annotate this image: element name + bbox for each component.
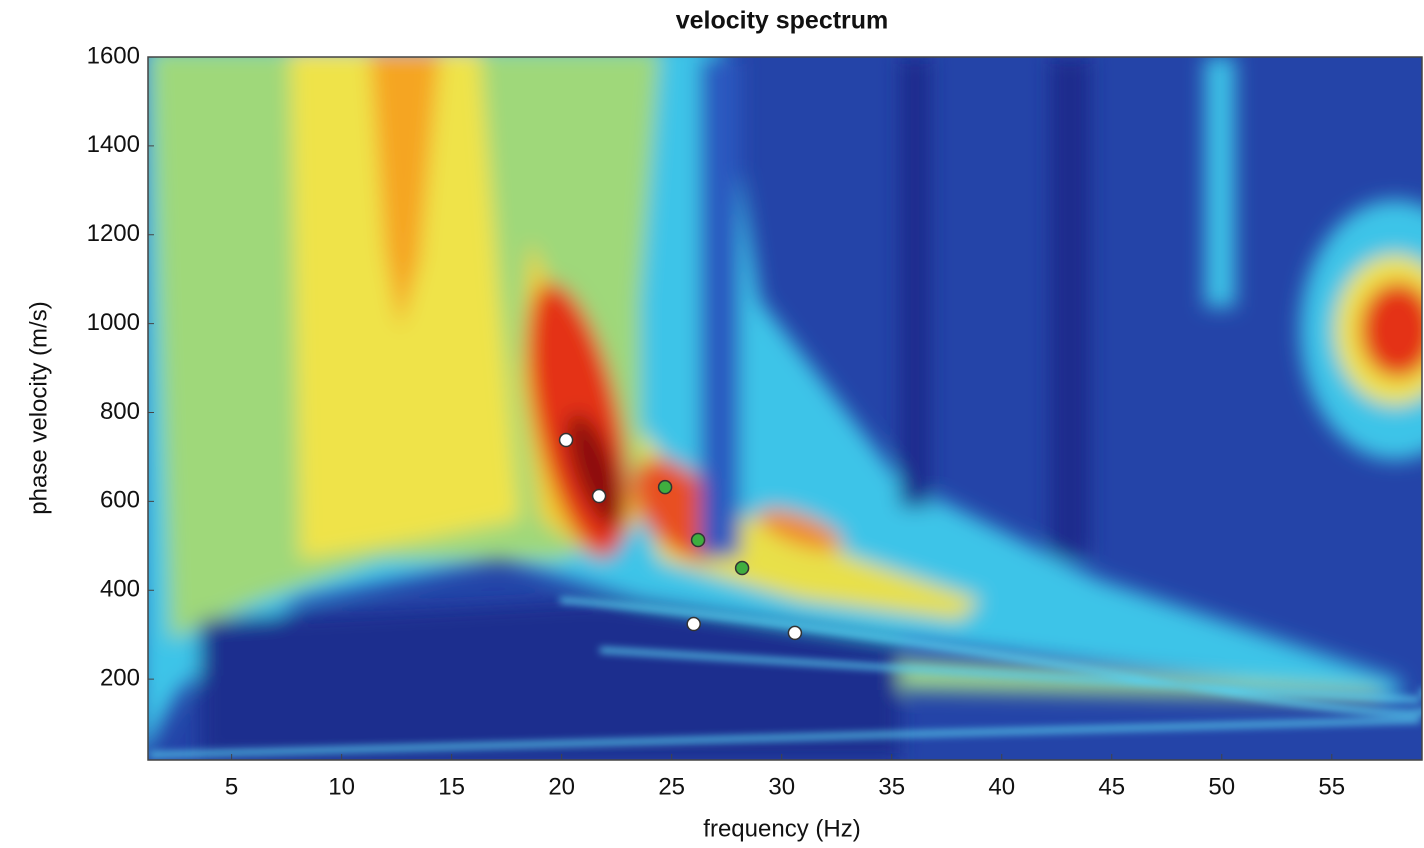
- y-tick-label: 600: [100, 487, 140, 514]
- x-tick-label: 40: [988, 773, 1015, 800]
- x-tick-label: 50: [1208, 773, 1235, 800]
- y-tick-label: 1400: [87, 131, 140, 158]
- pick-point: [657, 479, 673, 495]
- x-tick-label: 25: [658, 773, 685, 800]
- x-tick-label: 5: [225, 773, 238, 800]
- pick-point: [558, 432, 574, 448]
- plot-frame: [147, 56, 1423, 761]
- pick-point: [734, 560, 750, 576]
- x-tick-label: 20: [548, 773, 575, 800]
- y-tick-label: 1200: [87, 220, 140, 247]
- y-tick-label: 1600: [87, 42, 140, 69]
- chart-title: velocity spectrum: [676, 7, 889, 35]
- y-tick-label: 1000: [87, 309, 140, 336]
- x-tick-label: 55: [1318, 773, 1345, 800]
- x-tick-label: 45: [1098, 773, 1125, 800]
- x-tick-label: 35: [878, 773, 905, 800]
- y-tick-label: 200: [100, 664, 140, 691]
- x-tick-label: 15: [438, 773, 465, 800]
- x-tick-label: 10: [328, 773, 355, 800]
- x-tick-label: 30: [768, 773, 795, 800]
- y-tick-label: 400: [100, 576, 140, 603]
- y-tick-label: 800: [100, 398, 140, 425]
- pick-point: [690, 532, 706, 548]
- x-axis-label: frequency (Hz): [703, 815, 860, 842]
- pick-point: [591, 488, 607, 504]
- spectrum-image: [148, 57, 1422, 760]
- pick-point: [686, 616, 701, 632]
- pick-point: [787, 625, 803, 641]
- y-axis-label: phase velocity (m/s): [25, 301, 52, 514]
